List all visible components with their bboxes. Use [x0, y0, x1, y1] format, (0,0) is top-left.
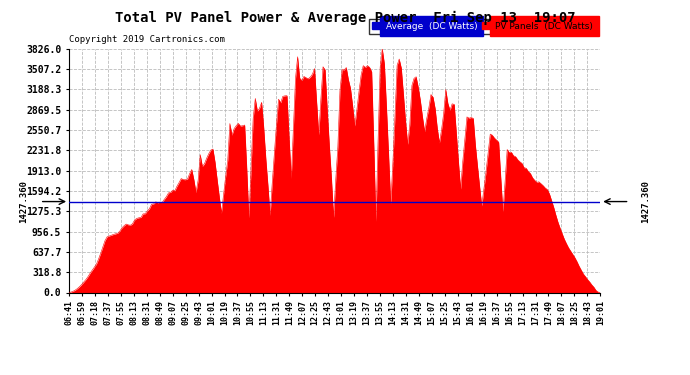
Legend: Average  (DC Watts), PV Panels  (DC Watts): Average (DC Watts), PV Panels (DC Watts): [369, 19, 595, 33]
Text: Copyright 2019 Cartronics.com: Copyright 2019 Cartronics.com: [69, 35, 225, 44]
Text: Total PV Panel Power & Average Power  Fri Sep 13  19:07: Total PV Panel Power & Average Power Fri…: [115, 11, 575, 26]
Text: 1427.360: 1427.360: [641, 180, 650, 223]
Text: 1427.360: 1427.360: [19, 180, 28, 223]
